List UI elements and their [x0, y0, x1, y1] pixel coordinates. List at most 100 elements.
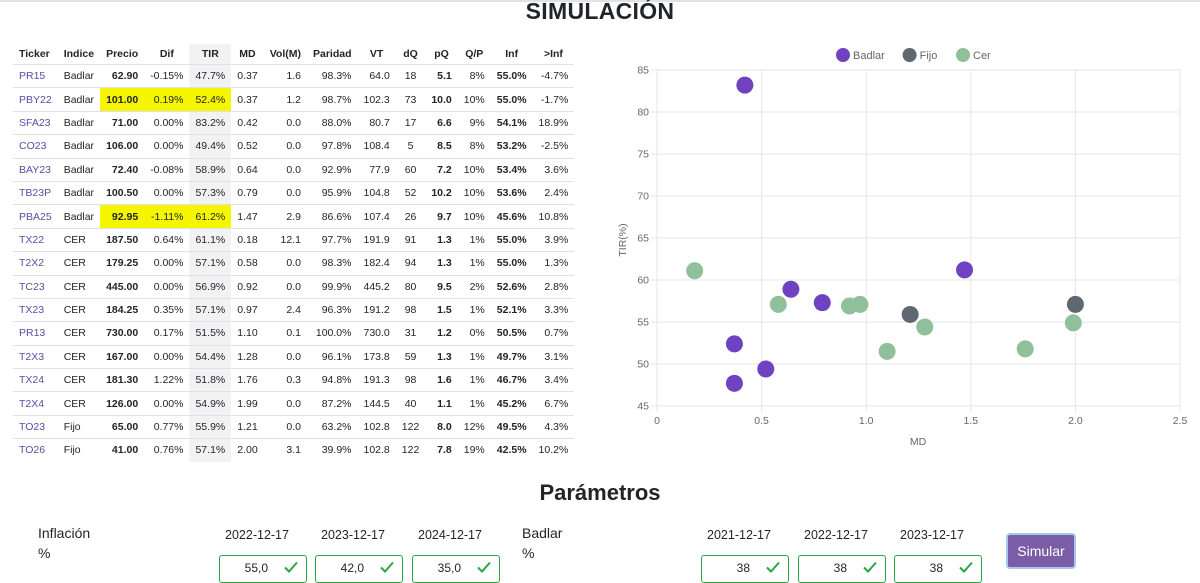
cell-over-inf: 6.7% [532, 391, 575, 416]
ticker-link[interactable]: TX24 [13, 368, 58, 392]
cell-indice: CER [57, 227, 101, 252]
cell-qp: 2% [457, 274, 491, 299]
ticker-link[interactable]: CO23 [13, 134, 58, 159]
ticker-link[interactable]: T2X3 [13, 344, 58, 369]
column-header-over-inf[interactable]: >Inf [543, 48, 563, 60]
column-header-pq[interactable]: pQ [434, 48, 449, 60]
legend-label-badlar[interactable]: Badlar [853, 50, 885, 62]
cell-vt: 173.8 [357, 344, 396, 369]
point-badlar[interactable] [757, 360, 775, 378]
point-cer[interactable] [1064, 314, 1082, 332]
y-tick-label: 70 [637, 191, 649, 203]
cell-over-inf: 3.9% [532, 227, 575, 252]
simulate-button[interactable]: Simular [1006, 533, 1076, 569]
badlar-input-2[interactable]: 38 [798, 555, 886, 583]
point-fijo[interactable] [901, 305, 919, 323]
y-tick-label: 80 [637, 107, 649, 119]
column-header-dif[interactable]: Dif [159, 48, 174, 60]
cell-indice: CER [57, 391, 101, 416]
column-header-vt[interactable]: VT [369, 48, 384, 60]
cell-pq: 8.0 [425, 414, 458, 439]
inflation-input-2[interactable]: 42,0 [315, 555, 403, 583]
column-header-precio[interactable]: Precio [106, 48, 139, 60]
y-tick-label: 45 [637, 401, 649, 413]
column-header-qp[interactable]: Q/P [465, 48, 484, 60]
inflation-input-1[interactable]: 55,0 [219, 555, 307, 583]
cell-md: 1.21 [231, 414, 264, 439]
point-cer[interactable] [878, 342, 896, 360]
ticker-link[interactable]: PBY22 [13, 87, 58, 112]
column-header-dq[interactable]: dQ [403, 48, 418, 60]
check-icon [284, 561, 298, 573]
table-row: BAY23 Badlar 72.40 -0.08% 58.9% 0.64 0.0 92.9% 7… [13, 157, 575, 182]
column-header-indice[interactable]: Indice [63, 48, 95, 60]
ticker-link[interactable]: TO23 [13, 414, 58, 439]
legend-label-fijo[interactable]: Fijo [920, 50, 938, 62]
cell-dif: 0.00% [144, 391, 190, 416]
cell-indice: Fijo [57, 414, 101, 439]
point-badlar[interactable] [725, 374, 743, 392]
point-badlar[interactable] [782, 280, 800, 298]
ticker-link[interactable]: PR13 [13, 321, 58, 346]
x-tick-label: 2.0 [1068, 415, 1083, 427]
point-badlar[interactable] [736, 76, 754, 94]
cell-indice: Badlar [57, 110, 101, 135]
cell-tir: 57.3% [189, 180, 232, 205]
ticker-link[interactable]: PR15 [13, 63, 58, 88]
input-value: 38 [736, 561, 750, 575]
ticker-link[interactable]: TC23 [13, 274, 58, 299]
badlar-unit: % [522, 545, 535, 561]
y-tick-label: 60 [637, 275, 649, 287]
cell-md: 0.58 [231, 251, 264, 276]
cell-tir: 61.1% [189, 227, 232, 252]
column-header-md[interactable]: MD [239, 48, 256, 60]
ticker-link[interactable]: T2X2 [13, 251, 58, 276]
column-header-tir[interactable]: TIR [189, 44, 232, 65]
inflation-input-3[interactable]: 35,0 [412, 555, 500, 583]
table-row: TX23 CER 184.25 0.35% 57.1% 0.97 2.4 96.3% 191.2… [13, 297, 575, 322]
cell-dq: 80 [395, 274, 426, 299]
cell-vt: 104.8 [357, 180, 396, 205]
cell-dif: 0.77% [144, 414, 190, 439]
column-header-vol[interactable]: Vol(M) [269, 48, 301, 60]
point-cer[interactable] [1016, 340, 1034, 358]
ticker-link[interactable]: TO26 [13, 438, 58, 462]
ticker-link[interactable]: SFA23 [13, 110, 58, 135]
cell-vt: 77.9 [357, 157, 396, 182]
ticker-link[interactable]: T2X4 [13, 391, 58, 416]
point-cer[interactable] [916, 318, 934, 336]
ticker-link[interactable]: PBA25 [13, 204, 58, 229]
column-header-ticker[interactable]: Ticker [19, 48, 50, 60]
badlar-input-1[interactable]: 38 [701, 555, 789, 583]
column-header-paridad[interactable]: Paridad [312, 48, 352, 60]
cell-vol: 0.0 [263, 134, 307, 159]
badlar-input-3[interactable]: 38 [894, 555, 982, 583]
table-row: T2X4 CER 126.00 0.00% 54.9% 1.99 0.0 87.2% 144.5… [13, 391, 575, 416]
point-cer[interactable] [769, 295, 787, 313]
cell-paridad: 92.9% [306, 157, 358, 182]
input-value: 38 [833, 561, 847, 575]
table-row: TO23 Fijo 65.00 0.77% 55.9% 1.21 0.0 63.2% 102.8… [13, 414, 575, 439]
point-badlar[interactable] [813, 294, 831, 312]
point-cer[interactable] [686, 262, 704, 280]
point-badlar[interactable] [725, 335, 743, 353]
point-badlar[interactable] [956, 261, 974, 279]
ticker-link[interactable]: BAY23 [13, 157, 58, 182]
page-title: SIMULACIÓN [525, 0, 675, 24]
cell-tir: 55.9% [189, 414, 232, 439]
cell-vol: 2.9 [263, 204, 307, 229]
cell-over-inf: -4.7% [532, 63, 575, 88]
point-fijo[interactable] [1066, 295, 1084, 313]
ticker-link[interactable]: TX22 [13, 227, 58, 252]
cell-tir: 54.4% [189, 344, 232, 369]
ticker-link[interactable]: TX23 [13, 297, 58, 322]
legend-label-cer[interactable]: Cer [973, 50, 991, 62]
table-row: T2X3 CER 167.00 0.00% 54.4% 1.28 0.0 96.1% 173.8… [13, 344, 575, 369]
cell-vol: 1.6 [263, 63, 307, 88]
cell-pq: 1.2 [425, 321, 458, 346]
cell-vol: 2.4 [263, 297, 307, 322]
point-cer[interactable] [851, 295, 869, 313]
cell-over-inf: 4.3% [532, 414, 575, 439]
ticker-link[interactable]: TB23P [13, 180, 58, 205]
column-header-inf[interactable]: Inf [505, 48, 519, 60]
